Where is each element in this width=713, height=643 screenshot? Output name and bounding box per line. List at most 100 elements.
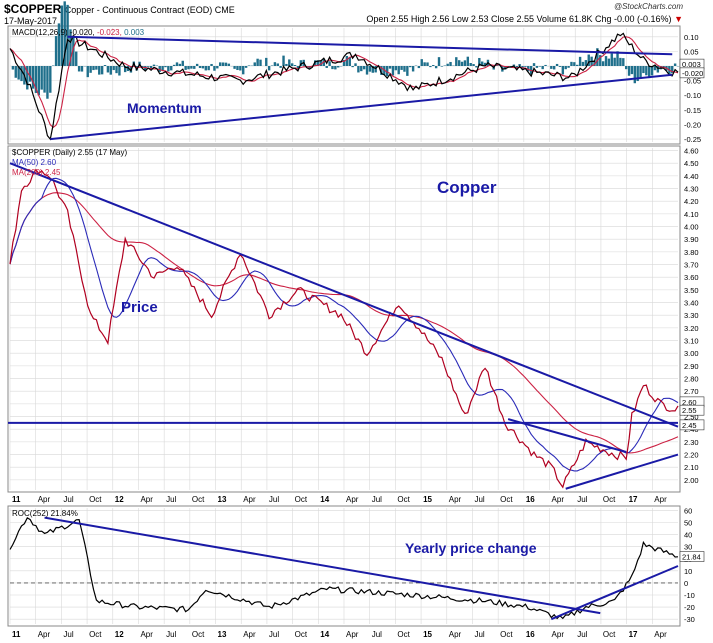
price-y-tick-label: 4.30 bbox=[684, 185, 699, 194]
macd-histogram-bar bbox=[532, 63, 536, 66]
macd-histogram-bar bbox=[221, 62, 225, 66]
macd-histogram-bar bbox=[673, 63, 677, 66]
macd-histogram-bar bbox=[57, 23, 61, 67]
middle-x-tick-label: Apr bbox=[346, 495, 359, 504]
middle-x-tick-label: Apr bbox=[243, 495, 256, 504]
macd-histogram-bar bbox=[478, 57, 481, 66]
bottom-x-tick-label: Oct bbox=[603, 630, 616, 639]
macd-histogram-bar bbox=[80, 66, 84, 72]
macd-histogram-bar bbox=[624, 66, 628, 70]
macd-histogram-bar bbox=[552, 66, 556, 70]
macd-histogram-bar bbox=[288, 59, 291, 66]
macd-histogram-bar bbox=[98, 66, 101, 75]
roc-y-tick-label: -20 bbox=[684, 603, 695, 612]
macd-histogram-bar bbox=[622, 58, 625, 66]
roc-trendline-0 bbox=[44, 516, 601, 615]
macd-histogram-bar bbox=[256, 58, 259, 66]
macd-histogram-bar bbox=[397, 66, 400, 75]
credit-label: @StockCharts.com bbox=[613, 2, 683, 11]
macd-panel-frame bbox=[7, 25, 681, 145]
macd-histogram-bar bbox=[86, 66, 89, 78]
roc-y-tick-label: 40 bbox=[684, 531, 692, 540]
roc-panel: 6050403020100-10-20-30 21.84 ROC(252) 21… bbox=[7, 505, 705, 627]
price-grid bbox=[9, 148, 678, 490]
macd-histogram-bar bbox=[316, 60, 320, 66]
roc-y-tick-label: 30 bbox=[684, 543, 692, 552]
macd-histogram-bar bbox=[109, 66, 112, 75]
price-y-tick-label: 4.00 bbox=[684, 223, 699, 232]
middle-x-tick-label: Apr bbox=[552, 495, 565, 504]
macd-histogram-bar bbox=[69, 29, 72, 66]
price-trendline-1 bbox=[507, 418, 627, 453]
macd-legend: MACD(12,26,9) -0.020, -0.023, 0.003 bbox=[12, 28, 145, 37]
price-y-tick-label: 4.40 bbox=[684, 172, 699, 181]
macd-histogram-bar bbox=[351, 66, 354, 68]
macd-histogram-bar bbox=[244, 66, 248, 68]
macd-histogram-bar bbox=[371, 66, 374, 73]
macd-histogram-bar bbox=[368, 66, 372, 72]
price-y-tick-label: 4.60 bbox=[684, 147, 699, 156]
roc-y-tick-label: 0 bbox=[684, 579, 688, 588]
macd-histogram-bar bbox=[126, 66, 130, 72]
bottom-x-tick-label: Oct bbox=[89, 630, 102, 639]
macd-y-ticks: 0.100.050.00-0.05-0.10-0.15-0.20-0.25 bbox=[684, 33, 701, 144]
macd-histogram-bar bbox=[77, 66, 81, 72]
macd-histogram-bar bbox=[455, 57, 458, 66]
macd-histogram-bar bbox=[426, 62, 429, 66]
macd-histogram-bar bbox=[518, 64, 521, 66]
bottom-x-tick-label: Apr bbox=[449, 630, 462, 639]
bottom-x-tick-label: Jul bbox=[474, 630, 484, 639]
macd-histogram-bar bbox=[593, 60, 596, 66]
bottom-x-tick-label: Apr bbox=[552, 630, 565, 639]
macd-histogram-bar bbox=[423, 62, 426, 66]
bottom-x-tick-label: Jul bbox=[166, 630, 176, 639]
macd-histogram-bar bbox=[633, 66, 637, 84]
macd-histogram-bar bbox=[170, 66, 173, 71]
macd-histogram-bar bbox=[411, 66, 415, 72]
bottom-x-tick-label: Apr bbox=[654, 630, 667, 639]
macd-histogram-bar bbox=[512, 64, 516, 66]
bottom-x-tick-label: Apr bbox=[243, 630, 256, 639]
macd-histogram-bar bbox=[267, 66, 271, 71]
macd-last-values: 0.003-0.020 bbox=[679, 58, 705, 79]
macd-trendline-0 bbox=[50, 73, 673, 141]
macd-histogram-bar bbox=[181, 60, 184, 66]
roc-last-value-box bbox=[679, 551, 705, 562]
macd-histogram-bar bbox=[319, 60, 323, 66]
macd-histogram-bar bbox=[466, 56, 470, 66]
macd-histogram-bar bbox=[158, 66, 161, 72]
macd-histogram-bar bbox=[610, 53, 613, 66]
macd-histogram-bar bbox=[26, 66, 29, 90]
macd-histogram-bar bbox=[72, 36, 75, 66]
middle-x-tick-label: Jul bbox=[269, 495, 279, 504]
bottom-x-tick-label: Oct bbox=[295, 630, 308, 639]
macd-histogram-bar bbox=[374, 66, 377, 73]
macd-histogram-bar bbox=[434, 66, 438, 69]
symbol-text: $COPPER bbox=[4, 2, 62, 16]
macd-histogram-bar bbox=[334, 66, 337, 70]
macd-histogram-bar bbox=[648, 66, 651, 79]
macd-histogram-bar bbox=[596, 48, 599, 66]
price-y-tick-label: 3.40 bbox=[684, 299, 699, 308]
macd-histogram-bar bbox=[75, 51, 78, 66]
middle-x-tick-label: Oct bbox=[397, 495, 410, 504]
chart-date: 17-May-2017 bbox=[4, 16, 58, 26]
middle-x-tick-label: Oct bbox=[500, 495, 513, 504]
macd-histogram-bar bbox=[49, 66, 52, 93]
macd-histogram-bar bbox=[504, 66, 507, 70]
price-y-tick-label: 2.80 bbox=[684, 375, 699, 384]
macd-histogram-bar bbox=[650, 66, 654, 76]
macd-histogram-bar bbox=[227, 63, 231, 66]
price-y-tick-label: 3.00 bbox=[684, 349, 699, 358]
price-last-values: 2.602.55 2.45 bbox=[679, 396, 705, 431]
roc-y-tick-label: 10 bbox=[684, 567, 692, 576]
macd-histogram-bar bbox=[581, 61, 585, 66]
macd-histogram-bar bbox=[210, 63, 213, 66]
macd-histogram-bar bbox=[187, 66, 190, 70]
middle-x-tick-label: 14 bbox=[320, 495, 329, 504]
roc-main-line bbox=[9, 517, 679, 620]
macd-histogram-bar bbox=[538, 66, 541, 67]
bottom-x-tick-label: 11 bbox=[12, 630, 21, 639]
middle-x-tick-label: Apr bbox=[140, 495, 153, 504]
